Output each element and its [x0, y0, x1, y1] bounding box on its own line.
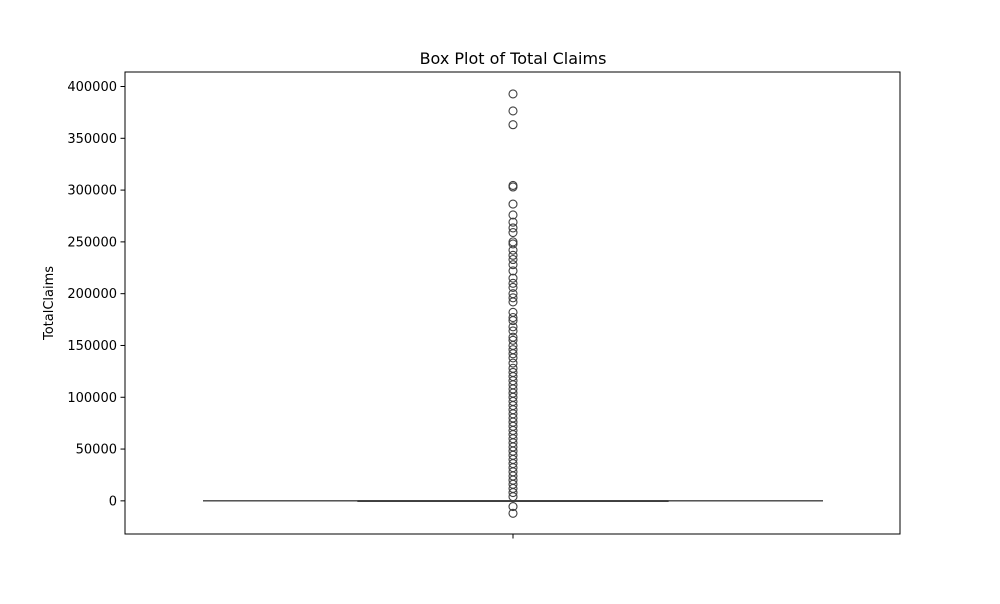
outlier-point [508, 358, 518, 368]
y-tick-label: 150000 [67, 339, 117, 354]
outlier-point [508, 293, 518, 303]
outlier-point [508, 492, 518, 502]
y-tick-label: 350000 [67, 132, 117, 147]
outlier-point [508, 106, 518, 116]
outlier-point [508, 245, 518, 255]
y-tick-label: 300000 [67, 184, 117, 199]
outlier-point [508, 223, 518, 233]
outlier-point [508, 120, 518, 130]
y-tick-label: 0 [109, 494, 117, 509]
outlier-point [508, 316, 518, 326]
y-tick-label: 250000 [67, 235, 117, 250]
outlier-point [508, 297, 518, 307]
outlier-point [508, 508, 518, 518]
y-axis-label: TotalClaims [42, 266, 57, 341]
outlier-point [508, 501, 518, 512]
outliers-group [508, 89, 518, 518]
outlier-point [508, 326, 518, 336]
y-tick-label: 50000 [76, 443, 117, 458]
outlier-point [508, 217, 518, 227]
outlier-point [508, 335, 518, 345]
outlier-point [508, 89, 518, 99]
plot-area [125, 72, 900, 534]
outlier-point [508, 266, 518, 276]
outlier-point [508, 210, 518, 220]
y-axis: 0 50000 100000 150000 200000 250000 300000 3500… [67, 80, 125, 509]
outlier-point [508, 239, 518, 249]
outlier-point [508, 488, 518, 498]
outlier-point [508, 254, 518, 265]
outlier-point [508, 278, 518, 288]
outlier-point [508, 322, 518, 332]
outlier-point [508, 199, 518, 209]
plot-background [125, 72, 900, 534]
outlier-point [508, 228, 518, 238]
outlier-point [508, 260, 518, 270]
outlier-point [508, 282, 518, 293]
y-tick-label: 100000 [67, 391, 117, 406]
outlier-point [508, 349, 518, 359]
outlier-point [508, 182, 518, 192]
chart-title: Box Plot of Total Claims [420, 49, 607, 68]
outlier-point [508, 312, 518, 323]
y-tick-label: 400000 [67, 80, 117, 95]
outlier-point [508, 250, 518, 260]
outlier-point [508, 353, 518, 363]
outlier-point [508, 273, 518, 283]
y-tick-label: 200000 [67, 287, 117, 302]
